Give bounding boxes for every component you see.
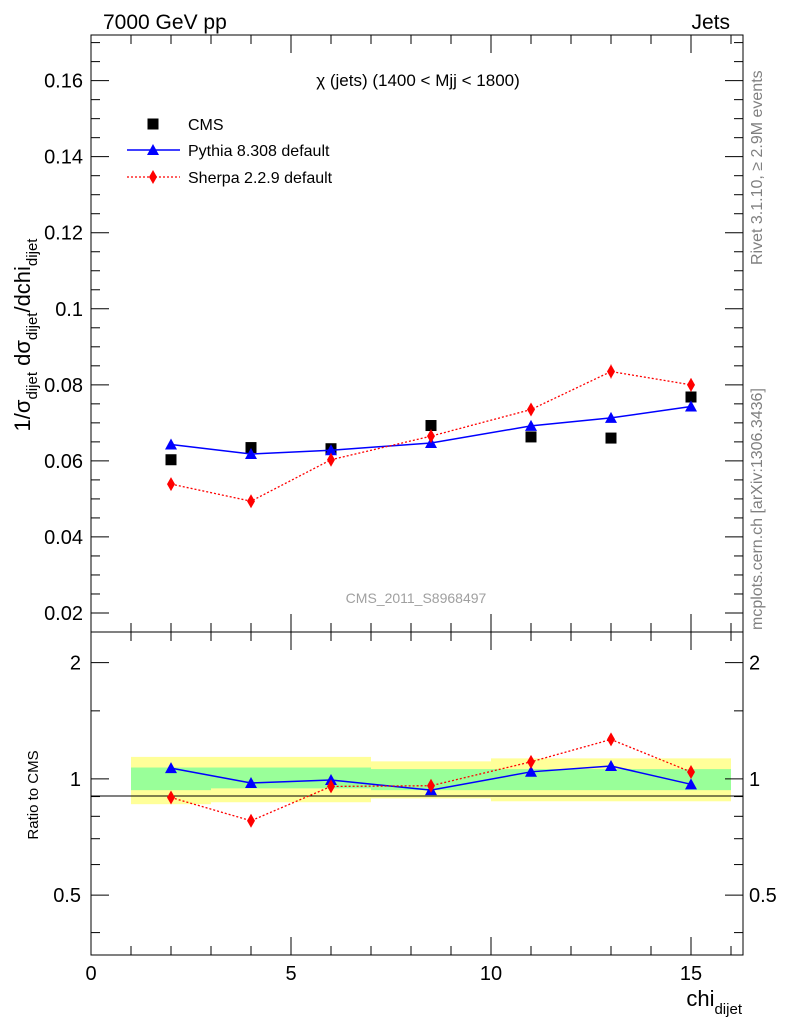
y-axis-label-part: dσ bbox=[10, 340, 35, 372]
x-tick-label: 5 bbox=[285, 963, 296, 985]
cms-point bbox=[685, 391, 697, 403]
ratio-band-green bbox=[211, 767, 371, 789]
legend-label-pythia: Pythia 8.308 default bbox=[188, 143, 330, 160]
y-axis-label-subscript: dijet bbox=[24, 238, 41, 266]
legend-marker-sherpa bbox=[149, 170, 157, 184]
legend-label-cms: CMS bbox=[188, 117, 224, 134]
ratio-y-tick-label-right: 2 bbox=[749, 653, 760, 675]
main-panel-marks bbox=[165, 364, 697, 509]
legend-label-sherpa: Sherpa 2.2.9 default bbox=[188, 170, 333, 187]
ratio-panel-axes: 0.5 0.5 1 1 2 2 0 5 10 15 bbox=[53, 632, 777, 985]
main-panel-axes: 0.02 0.04 0.06 0.08 0.1 0.12 0.14 0.16 bbox=[44, 35, 743, 633]
x-axis-label-part: chi bbox=[686, 986, 714, 1011]
y-tick-label: 0.06 bbox=[44, 451, 83, 473]
pythia-point bbox=[165, 438, 177, 450]
pythia-point bbox=[605, 411, 617, 423]
pythia-point bbox=[525, 419, 537, 431]
sherpa-point bbox=[607, 364, 615, 379]
ratio-pythia-point bbox=[605, 759, 617, 771]
ratio-band-green bbox=[131, 767, 211, 791]
ratio-sherpa-point bbox=[247, 813, 255, 828]
y-tick-label: 0.12 bbox=[44, 223, 83, 245]
header-right: Jets bbox=[691, 11, 730, 34]
y-tick-label: 0.16 bbox=[44, 71, 83, 93]
watermark: CMS_2011_S8968497 bbox=[346, 590, 487, 606]
y-tick-label: 0.14 bbox=[44, 147, 83, 169]
main-panel: 0.02 0.04 0.06 0.08 0.1 0.12 0.14 0.16 χ (jets)… bbox=[10, 34, 744, 633]
sherpa-point bbox=[687, 377, 695, 392]
y-tick-label: 0.02 bbox=[44, 603, 83, 625]
ratio-sherpa-point bbox=[167, 790, 175, 805]
y-tick-label: 0.1 bbox=[55, 299, 83, 321]
ratio-pythia-point bbox=[525, 765, 537, 777]
sherpa-point bbox=[527, 402, 535, 417]
x-tick-label: 15 bbox=[680, 963, 702, 985]
cms-point bbox=[605, 432, 617, 444]
ratio-sherpa-point bbox=[687, 764, 695, 779]
ratio-pythia-point bbox=[685, 778, 697, 790]
pythia-point bbox=[245, 448, 257, 460]
legend-marker-pythia bbox=[147, 144, 159, 155]
sherpa-point bbox=[167, 477, 175, 492]
ratio-pythia-point bbox=[245, 776, 257, 788]
side-label-top: Rivet 3.1.10, ≥ 2.9M events bbox=[749, 70, 766, 265]
ratio-y-tick-label-right: 0.5 bbox=[749, 885, 777, 907]
y-tick-label: 0.08 bbox=[44, 375, 83, 397]
cms-point bbox=[425, 420, 437, 432]
sherpa-point bbox=[327, 452, 335, 467]
ratio-y-label: Ratio to CMS bbox=[25, 750, 42, 839]
ratio-y-tick-label: 1 bbox=[70, 769, 81, 791]
cms-point bbox=[245, 442, 257, 454]
cms-point bbox=[525, 431, 537, 443]
ratio-panel: 0.5 0.5 1 1 2 2 0 5 10 15 Ratio to CMS chidijet bbox=[25, 631, 777, 1018]
ratio-sherpa-point bbox=[527, 754, 535, 769]
ratio-band-green bbox=[491, 769, 731, 791]
y-axis-label-part: 1/σ bbox=[10, 399, 35, 431]
ratio-y-tick-label: 2 bbox=[70, 653, 81, 675]
x-tick-label: 0 bbox=[85, 963, 96, 985]
ratio-sherpa-point bbox=[607, 732, 615, 747]
y-axis-label-subscript: dijet bbox=[24, 312, 41, 340]
ratio-sherpa-point bbox=[427, 778, 435, 793]
ratio-y-tick-label: 0.5 bbox=[53, 885, 81, 907]
pythia-point bbox=[325, 444, 337, 456]
x-axis-label: chidijet bbox=[686, 986, 742, 1018]
side-label-bottom: mcplots.cern.ch [arXiv:1306.3436] bbox=[749, 388, 766, 630]
legend-marker-cms bbox=[147, 118, 159, 130]
plot-title: χ (jets) (1400 < Mjj < 1800) bbox=[316, 71, 520, 90]
sherpa-point bbox=[247, 494, 255, 509]
legend: CMS Pythia 8.308 default Sherpa 2.2.9 defa… bbox=[127, 117, 333, 187]
y-tick-label: 0.04 bbox=[44, 527, 83, 549]
ratio-sherpa-point bbox=[327, 779, 335, 794]
ratio-panel-frame bbox=[90, 631, 744, 956]
ratio-y-tick-label-right: 1 bbox=[749, 769, 760, 791]
ratio-pythia-point bbox=[165, 762, 177, 774]
pythia-point bbox=[685, 400, 697, 412]
y-axis-label-part: /dchi bbox=[10, 266, 35, 312]
y-axis-label: 1/σdijet dσdijet/dchidijet bbox=[10, 238, 41, 432]
x-axis-label-subscript: dijet bbox=[714, 1001, 742, 1018]
header-left: 7000 GeV pp bbox=[103, 11, 227, 34]
ratio-panel-marks bbox=[165, 732, 697, 828]
y-axis-label-subscript: dijet bbox=[24, 371, 41, 399]
sherpa-point bbox=[427, 429, 435, 444]
x-tick-label: 10 bbox=[480, 963, 502, 985]
cms-point bbox=[165, 454, 177, 466]
